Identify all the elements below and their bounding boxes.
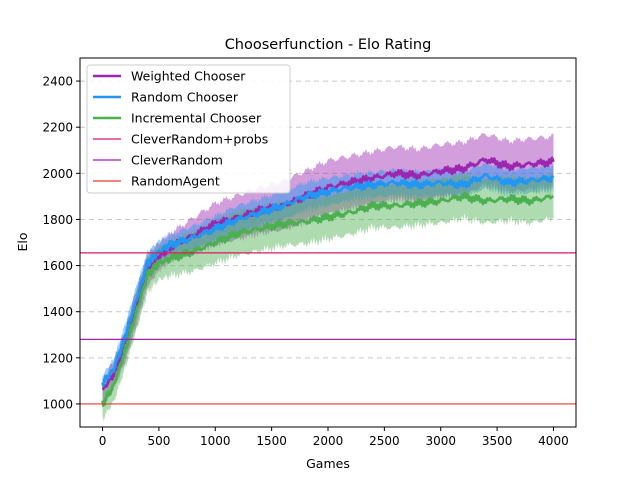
x-tick-label: 2500 (369, 434, 400, 448)
x-tick-label: 3500 (482, 434, 513, 448)
series-lines (101, 156, 555, 407)
y-tick-label: 2200 (42, 121, 73, 135)
y-tick-label: 1400 (42, 305, 73, 319)
x-axis-label: Games (306, 456, 350, 471)
x-tick-label: 3000 (425, 434, 456, 448)
chart-title: Chooserfunction - Elo Rating (225, 37, 432, 53)
y-axis-label: Elo (15, 232, 30, 251)
x-tick-label: 1000 (200, 434, 231, 448)
legend: Weighted Chooser Random Chooser Incrementa… (86, 64, 291, 194)
y-tick-label: 2000 (42, 167, 73, 181)
y-tick-label: 2400 (42, 75, 73, 89)
y-tick-label: 1000 (42, 397, 73, 411)
series-line-1 (101, 172, 555, 388)
legend-label: Random Chooser (131, 90, 239, 105)
legend-label: Incremental Chooser (131, 111, 262, 126)
y-tick-label: 1200 (42, 351, 73, 365)
x-tick-label: 4000 (538, 434, 569, 448)
legend-label: Weighted Chooser (131, 69, 246, 84)
legend-box (86, 64, 291, 194)
series-line-0 (101, 156, 555, 391)
x-tick-label: 0 (99, 434, 107, 448)
x-tick-label: 1500 (256, 434, 287, 448)
reference-lines (80, 252, 576, 405)
x-axis: 0 500 1000 1500 2000 2500 3000 3500 4000 (99, 427, 569, 448)
legend-label: CleverRandom+probs (131, 132, 268, 147)
y-tick-label: 1600 (42, 259, 73, 273)
x-tick-label: 2000 (313, 434, 344, 448)
x-tick-label: 500 (147, 434, 170, 448)
series-line-2 (101, 191, 554, 407)
y-axis: 1000 1200 1400 1600 1800 2000 2200 2400 (42, 75, 80, 411)
y-tick-label: 1800 (42, 213, 73, 227)
band-2 (102, 170, 554, 423)
legend-label: CleverRandom (131, 153, 223, 168)
band-1 (102, 160, 554, 393)
legend-label: RandomAgent (131, 174, 220, 189)
